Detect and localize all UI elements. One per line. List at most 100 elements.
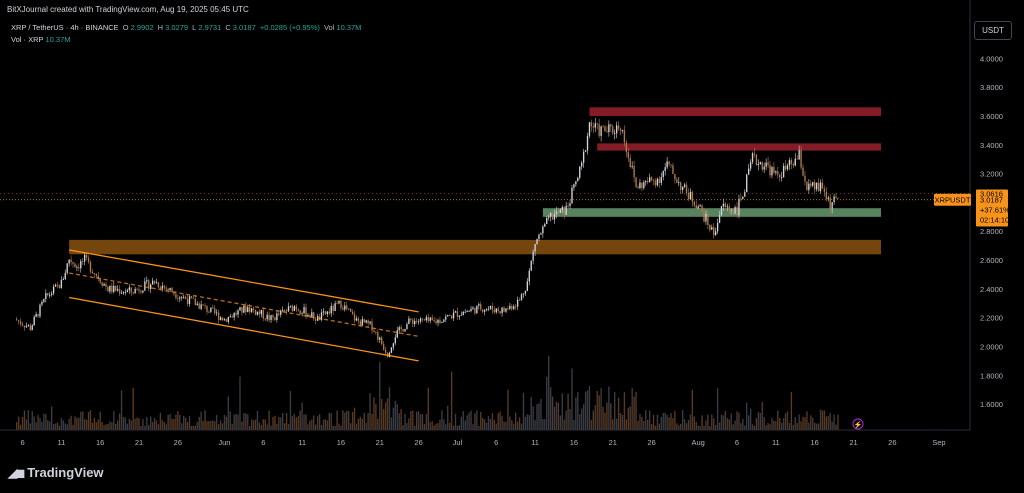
candle-down bbox=[806, 181, 808, 191]
candle-down bbox=[503, 307, 505, 312]
candle-down bbox=[208, 311, 210, 313]
volume-bar bbox=[91, 422, 94, 430]
candle-down bbox=[375, 331, 377, 333]
candle-up bbox=[526, 281, 529, 291]
volume-bar bbox=[707, 414, 709, 430]
volume-bar bbox=[307, 424, 309, 430]
y-tick-label: 3.6000 bbox=[980, 112, 1003, 121]
volume-bar bbox=[730, 413, 732, 430]
candle-down bbox=[427, 317, 429, 321]
candle-down bbox=[773, 167, 775, 173]
volume-bar bbox=[54, 423, 57, 430]
candle-down bbox=[37, 314, 39, 317]
candle-up bbox=[757, 163, 760, 166]
candle-up bbox=[614, 133, 616, 135]
volume-bar bbox=[254, 419, 257, 430]
volume-bar bbox=[305, 414, 307, 430]
volume-bar bbox=[186, 422, 189, 430]
candle-up bbox=[476, 305, 478, 314]
volume-bar bbox=[635, 391, 637, 430]
volume-bar bbox=[363, 412, 365, 430]
volume-bar bbox=[829, 413, 831, 430]
volume-bar bbox=[614, 392, 616, 430]
volume-bar bbox=[534, 420, 536, 430]
percent-change-label: +37.61% bbox=[980, 206, 1010, 215]
close-label: C bbox=[225, 23, 231, 32]
volume-bar bbox=[448, 422, 451, 430]
volume-bar bbox=[435, 423, 437, 430]
candle-up bbox=[571, 187, 573, 204]
candle-down bbox=[829, 197, 831, 209]
volume-bar bbox=[643, 420, 645, 430]
volume-bar bbox=[206, 421, 208, 430]
candle-down bbox=[703, 211, 705, 222]
volume-bar bbox=[619, 413, 622, 430]
currency-button[interactable]: USDT bbox=[974, 21, 1012, 40]
lightning-icon[interactable] bbox=[852, 418, 864, 430]
candle-down bbox=[204, 305, 206, 307]
candle-down bbox=[82, 261, 84, 262]
volume-bar bbox=[344, 412, 346, 430]
volume-bar bbox=[439, 419, 441, 430]
candle-down bbox=[825, 191, 828, 199]
volume-bar bbox=[763, 417, 765, 430]
candle-up bbox=[330, 305, 332, 314]
candle-up bbox=[530, 260, 532, 271]
volume-bar bbox=[747, 415, 750, 430]
volume-bar bbox=[227, 396, 230, 430]
x-tick-label: 11 bbox=[772, 438, 780, 447]
candle-up bbox=[815, 182, 818, 190]
candle-down bbox=[21, 324, 24, 326]
candle-down bbox=[685, 184, 688, 194]
volume-bar bbox=[780, 422, 783, 430]
volume-bar bbox=[674, 410, 676, 430]
candle-up bbox=[45, 293, 47, 300]
volume-bar bbox=[532, 406, 534, 430]
candle-down bbox=[165, 287, 167, 289]
candle-down bbox=[132, 292, 134, 294]
candle-up bbox=[548, 216, 550, 218]
candle-up bbox=[188, 296, 191, 305]
candle-up bbox=[744, 192, 746, 197]
volume-bar bbox=[29, 423, 31, 430]
candle-down bbox=[363, 319, 365, 323]
volume-bar bbox=[381, 398, 383, 430]
candle-down bbox=[295, 306, 297, 310]
symbol-label[interactable]: XRP / TetherUS · 4h · BINANCE bbox=[11, 23, 119, 32]
volume-bar bbox=[668, 417, 670, 430]
high-label: H bbox=[157, 23, 164, 32]
volume-legend: Vol · XRP 10.37M bbox=[11, 35, 71, 44]
volume-bar bbox=[662, 412, 664, 430]
volume-bar bbox=[270, 425, 272, 430]
volume-row-label[interactable]: Vol · XRP bbox=[11, 35, 44, 44]
volume-bar bbox=[348, 411, 350, 430]
ticker-tag-label: XRPUSDT bbox=[935, 196, 971, 205]
candle-up bbox=[445, 316, 447, 320]
x-tick-label: 6 bbox=[20, 438, 24, 447]
candle-down bbox=[171, 288, 173, 293]
candle-up bbox=[39, 304, 41, 317]
candle-up bbox=[544, 223, 546, 227]
volume-bar bbox=[322, 419, 325, 430]
volume-bar bbox=[210, 420, 212, 430]
candle-down bbox=[412, 319, 414, 325]
candle-down bbox=[194, 298, 197, 306]
x-tick-label: 16 bbox=[337, 438, 345, 447]
y-tick-label: 2.2000 bbox=[980, 314, 1003, 323]
tradingview-logo[interactable]: ◢◼ TradingView bbox=[8, 465, 104, 480]
candle-up bbox=[808, 183, 810, 191]
candle-down bbox=[753, 153, 756, 155]
y-tick-label: 2.4000 bbox=[980, 285, 1003, 294]
candle-down bbox=[431, 317, 433, 321]
volume-bar bbox=[815, 423, 818, 430]
volume-bar bbox=[687, 419, 690, 430]
candle-down bbox=[324, 311, 327, 315]
volume-bar bbox=[819, 409, 822, 430]
candle-up bbox=[237, 310, 239, 315]
candle-up bbox=[759, 162, 761, 164]
candle-up bbox=[120, 292, 123, 294]
candle-up bbox=[276, 313, 278, 320]
volume-bar bbox=[726, 418, 728, 430]
candle-down bbox=[769, 165, 771, 176]
